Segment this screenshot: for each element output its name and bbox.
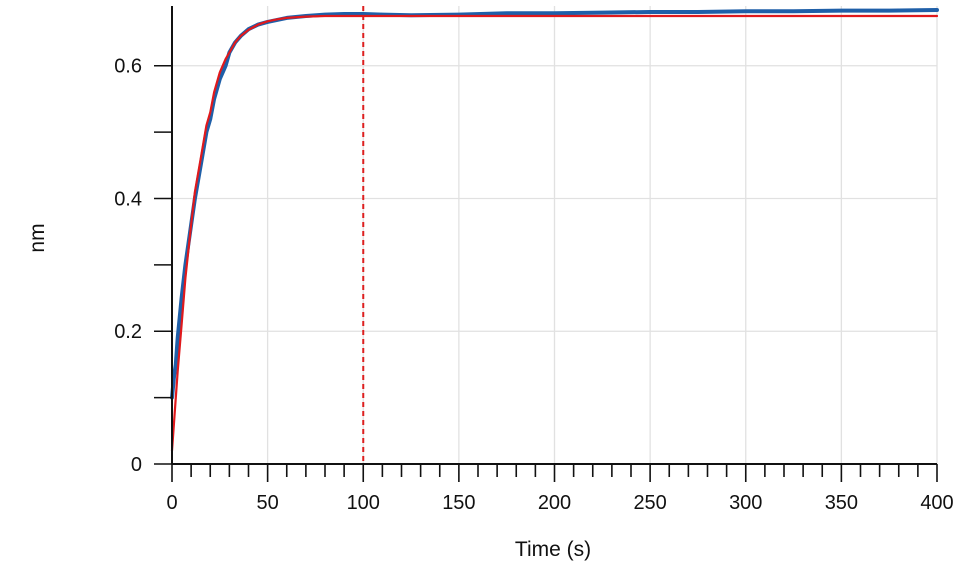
x-tick-label: 250 [633, 492, 666, 514]
grid-layer [172, 6, 938, 464]
x-tick-label: 150 [442, 492, 475, 514]
y-tick-label: 0.6 [114, 56, 142, 78]
y-tick-label: 0.4 [114, 188, 142, 210]
y-tick-label: 0.2 [114, 321, 142, 343]
x-tick-label: 100 [347, 492, 380, 514]
x-tick-label: 300 [729, 492, 762, 514]
y-axis-title: nm [26, 223, 49, 252]
y-tick-label: 0 [131, 454, 142, 476]
x-tick-label: 0 [166, 492, 177, 514]
x-tick-label: 400 [920, 492, 953, 514]
x-tick-label: 50 [257, 492, 279, 514]
series-layer [170, 8, 939, 452]
x-tick-label: 200 [538, 492, 571, 514]
x-tick-label: 350 [825, 492, 858, 514]
axis-layer [154, 6, 938, 482]
series-line-1 [170, 14, 939, 452]
x-axis-title: Time (s) [515, 538, 591, 561]
label-layer: 0 0.2 0.4 0.6 0 50 100 150 200 250 300 350 400 [114, 56, 954, 514]
